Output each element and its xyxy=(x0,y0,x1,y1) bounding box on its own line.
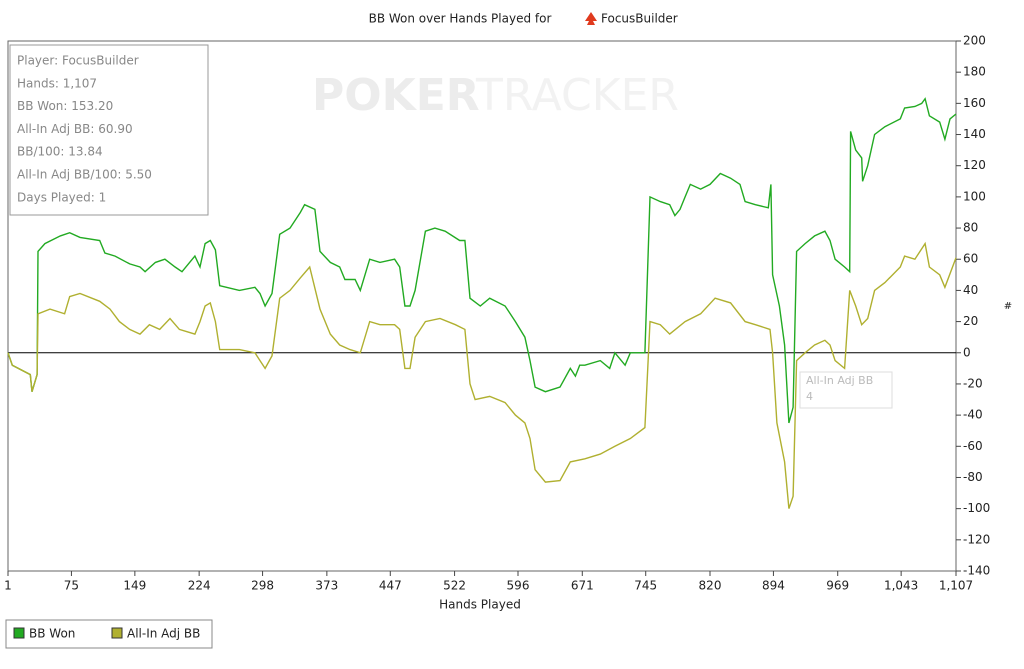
x-tick-label: 149 xyxy=(123,579,146,593)
watermark: POKER xyxy=(312,70,480,121)
y-tick-label: 120 xyxy=(963,158,986,172)
stat-line: All-In Adj BB/100: 5.50 xyxy=(17,168,152,182)
stats-box xyxy=(9,44,209,216)
tooltip-box xyxy=(799,371,893,409)
y-tick-label: -140 xyxy=(963,564,990,578)
y-tick-label: 140 xyxy=(963,127,986,141)
spade-icon xyxy=(585,12,597,25)
x-tick-label: 820 xyxy=(699,579,722,593)
y-tick-label: 180 xyxy=(963,65,986,79)
y-tick-label: -80 xyxy=(963,470,983,484)
legend-swatch xyxy=(111,627,123,639)
x-tick-label: 671 xyxy=(571,579,594,593)
x-axis-label: Hands Played xyxy=(439,598,521,612)
x-tick-label: 75 xyxy=(64,579,79,593)
x-tick-label: 522 xyxy=(443,579,466,593)
legend-box xyxy=(5,619,213,649)
x-tick-label: 447 xyxy=(379,579,402,593)
x-tick-label: 1 xyxy=(4,579,12,593)
stat-line: Player: FocusBuilder xyxy=(17,54,139,68)
x-tick-label: 1,043 xyxy=(884,579,918,593)
stat-line: Hands: 1,107 xyxy=(17,76,97,90)
plot-frame xyxy=(7,40,957,572)
tooltip-text: All-In Adj BB xyxy=(806,374,873,387)
y-tick-label: 100 xyxy=(963,189,986,203)
legend-label: BB Won xyxy=(29,627,75,641)
y-tick-label: -20 xyxy=(963,376,983,390)
watermark: TRACKER xyxy=(475,70,679,121)
y-tick-label: 160 xyxy=(963,96,986,110)
stat-line: Days Played: 1 xyxy=(17,190,106,204)
y-tick-label: 60 xyxy=(963,252,978,266)
x-tick-label: 969 xyxy=(826,579,849,593)
y-tick-label: 200 xyxy=(963,34,986,48)
y-tick-label: 80 xyxy=(963,221,978,235)
x-tick-label: 224 xyxy=(188,579,211,593)
stat-line: BB Won: 153.20 xyxy=(17,99,113,113)
x-tick-label: 298 xyxy=(251,579,274,593)
x-tick-label: 373 xyxy=(315,579,338,593)
series-line xyxy=(7,241,957,509)
y-tick-label: -100 xyxy=(963,501,990,515)
stat-line: BB/100: 13.84 xyxy=(17,145,103,159)
series-line xyxy=(7,97,957,424)
x-tick-label: 596 xyxy=(507,579,530,593)
y-tick-label: 0 xyxy=(963,345,971,359)
y-tick-label: -120 xyxy=(963,532,990,546)
y-tick-label: 20 xyxy=(963,314,978,328)
stat-line: All-In Adj BB: 60.90 xyxy=(17,122,133,136)
y-tick-label: -60 xyxy=(963,439,983,453)
y-tick-label: 40 xyxy=(963,283,978,297)
legend-label: All-In Adj BB xyxy=(127,627,200,641)
legend-swatch xyxy=(13,627,25,639)
tooltip-text: 4 xyxy=(806,390,813,403)
y-axis-label: # xyxy=(1004,301,1012,312)
chart-title: BB Won over Hands Played for xyxy=(369,12,552,26)
x-tick-label: 894 xyxy=(762,579,785,593)
y-tick-label: -40 xyxy=(963,408,983,422)
chart-title-player: FocusBuilder xyxy=(601,12,678,26)
x-tick-label: 745 xyxy=(634,579,657,593)
x-tick-label: 1,107 xyxy=(939,579,973,593)
